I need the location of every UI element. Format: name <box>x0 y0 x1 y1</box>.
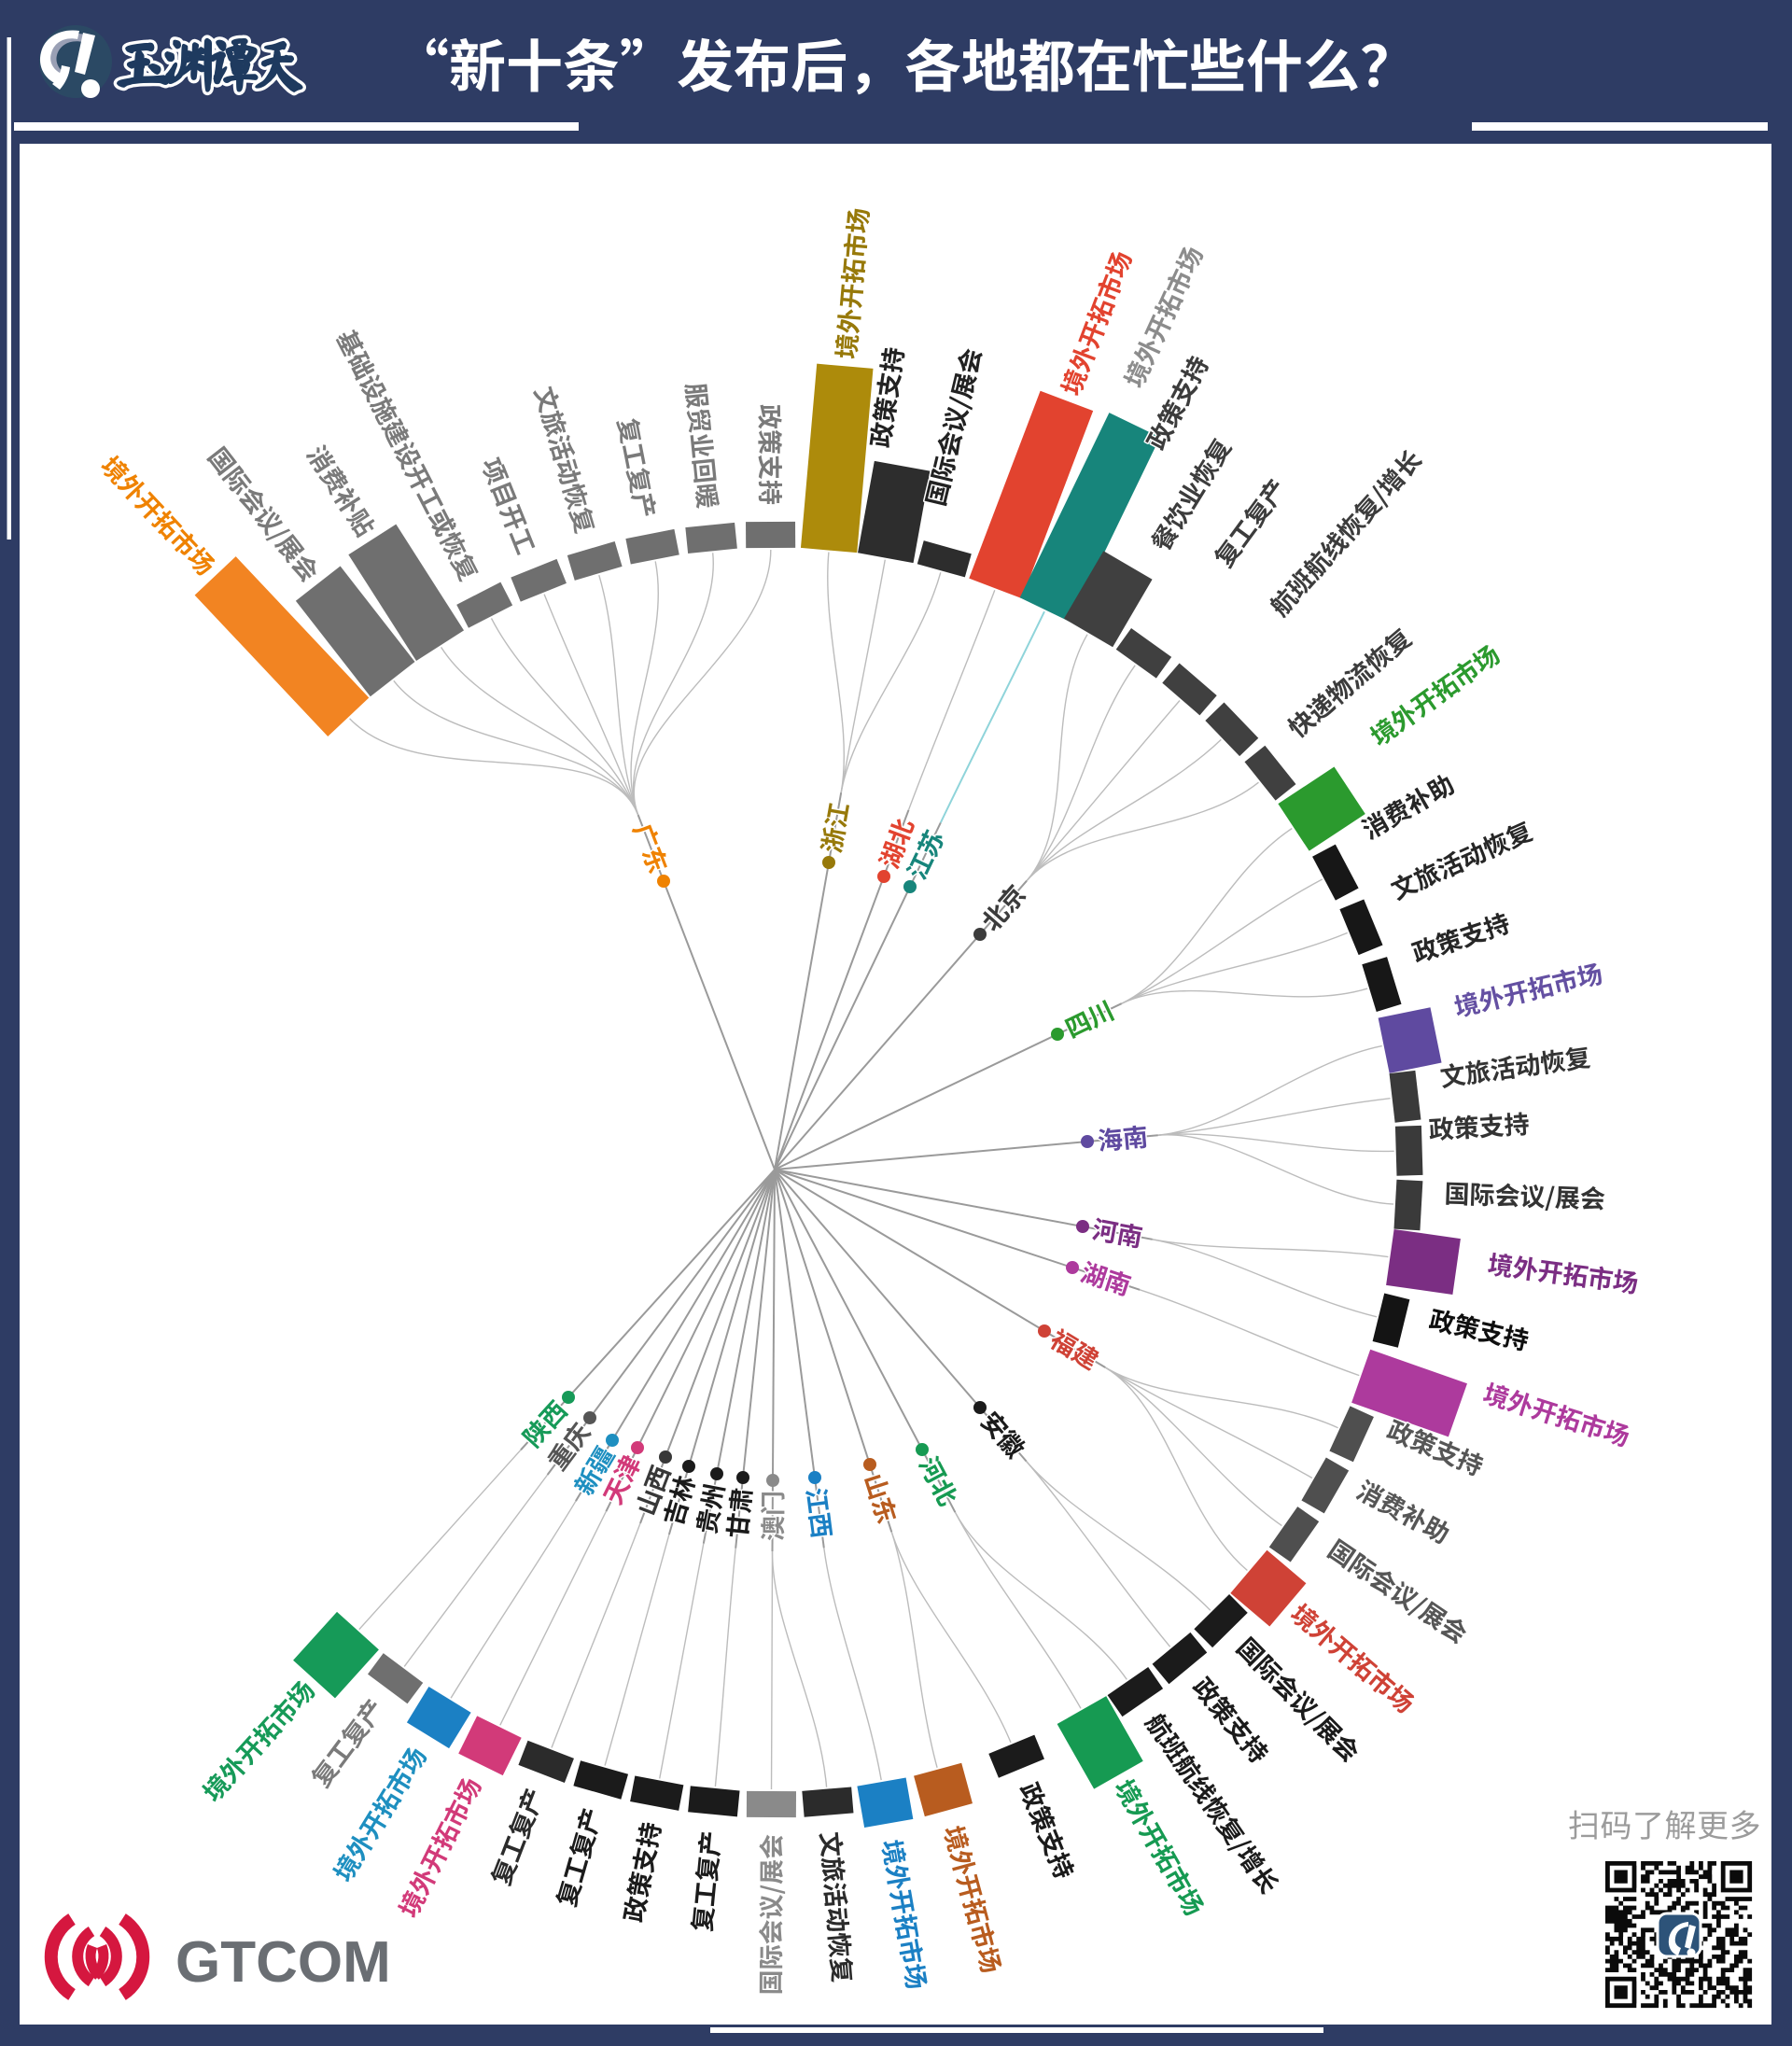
svg-text:GTCOM: GTCOM <box>175 1930 391 1995</box>
